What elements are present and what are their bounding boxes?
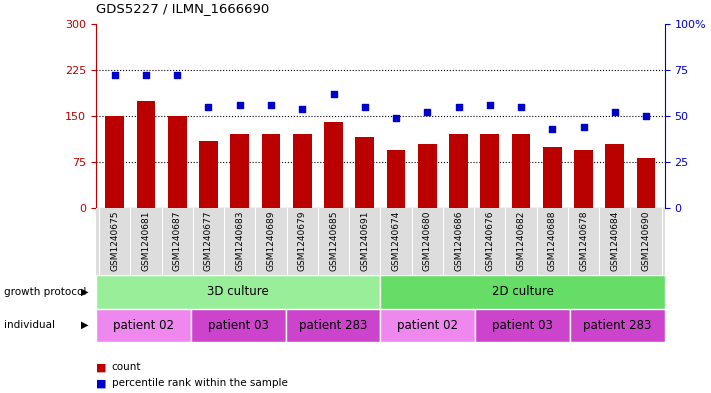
Text: GSM1240689: GSM1240689 xyxy=(267,210,275,271)
Point xyxy=(422,109,433,116)
Text: GSM1240691: GSM1240691 xyxy=(360,210,369,271)
Text: patient 283: patient 283 xyxy=(299,319,367,332)
Point xyxy=(547,126,558,132)
Bar xyxy=(168,116,186,208)
Text: GSM1240684: GSM1240684 xyxy=(610,210,619,271)
Bar xyxy=(574,150,593,208)
Point xyxy=(328,91,339,97)
Text: GSM1240674: GSM1240674 xyxy=(392,210,400,271)
Bar xyxy=(199,141,218,208)
Text: GSM1240678: GSM1240678 xyxy=(579,210,588,271)
Bar xyxy=(230,134,249,208)
Text: patient 03: patient 03 xyxy=(208,319,269,332)
Text: GSM1240686: GSM1240686 xyxy=(454,210,463,271)
Point xyxy=(265,102,277,108)
Bar xyxy=(543,147,562,208)
Text: GSM1240690: GSM1240690 xyxy=(641,210,651,271)
Point xyxy=(515,103,527,110)
Point xyxy=(234,102,245,108)
Point xyxy=(609,109,621,116)
Text: ▶: ▶ xyxy=(81,320,89,330)
Bar xyxy=(512,134,530,208)
Text: GSM1240685: GSM1240685 xyxy=(329,210,338,271)
Point xyxy=(203,103,214,110)
Text: GSM1240677: GSM1240677 xyxy=(204,210,213,271)
Text: ■: ■ xyxy=(96,378,107,388)
Text: ▶: ▶ xyxy=(81,287,89,297)
Point xyxy=(453,103,464,110)
Bar xyxy=(286,309,380,342)
Bar xyxy=(96,275,380,309)
Point xyxy=(171,72,183,79)
Text: GSM1240676: GSM1240676 xyxy=(486,210,494,271)
Text: GSM1240682: GSM1240682 xyxy=(516,210,525,271)
Bar xyxy=(475,309,570,342)
Bar xyxy=(387,150,405,208)
Text: patient 02: patient 02 xyxy=(113,319,174,332)
Text: GSM1240681: GSM1240681 xyxy=(141,210,151,271)
Bar xyxy=(380,309,475,342)
Bar xyxy=(481,134,499,208)
Bar xyxy=(137,101,156,208)
Bar xyxy=(570,309,665,342)
Text: ■: ■ xyxy=(96,362,107,373)
Text: GSM1240687: GSM1240687 xyxy=(173,210,182,271)
Bar xyxy=(356,138,374,208)
Point xyxy=(484,102,496,108)
Text: patient 02: patient 02 xyxy=(397,319,459,332)
Bar xyxy=(636,158,656,208)
Bar xyxy=(324,122,343,208)
Point xyxy=(641,113,652,119)
Point xyxy=(359,103,370,110)
Point xyxy=(578,124,589,130)
Point xyxy=(140,72,151,79)
Text: GSM1240680: GSM1240680 xyxy=(423,210,432,271)
Point xyxy=(296,105,308,112)
Text: patient 283: patient 283 xyxy=(583,319,651,332)
Point xyxy=(390,115,402,121)
Text: GSM1240688: GSM1240688 xyxy=(547,210,557,271)
Text: 2D culture: 2D culture xyxy=(491,285,554,298)
Text: count: count xyxy=(112,362,141,373)
Bar xyxy=(105,116,124,208)
Text: 3D culture: 3D culture xyxy=(208,285,269,298)
Text: GSM1240675: GSM1240675 xyxy=(110,210,119,271)
Text: GDS5227 / ILMN_1666690: GDS5227 / ILMN_1666690 xyxy=(96,2,269,15)
Text: GSM1240683: GSM1240683 xyxy=(235,210,245,271)
Bar xyxy=(262,134,280,208)
Text: patient 03: patient 03 xyxy=(492,319,553,332)
Text: percentile rank within the sample: percentile rank within the sample xyxy=(112,378,287,388)
Bar xyxy=(380,275,665,309)
Bar xyxy=(418,143,437,208)
Bar xyxy=(293,134,311,208)
Text: GSM1240679: GSM1240679 xyxy=(298,210,306,271)
Point xyxy=(109,72,120,79)
Bar xyxy=(449,134,468,208)
Bar xyxy=(96,309,191,342)
Text: individual: individual xyxy=(4,320,55,330)
Bar xyxy=(605,143,624,208)
Text: growth protocol: growth protocol xyxy=(4,287,86,297)
Bar xyxy=(191,309,286,342)
